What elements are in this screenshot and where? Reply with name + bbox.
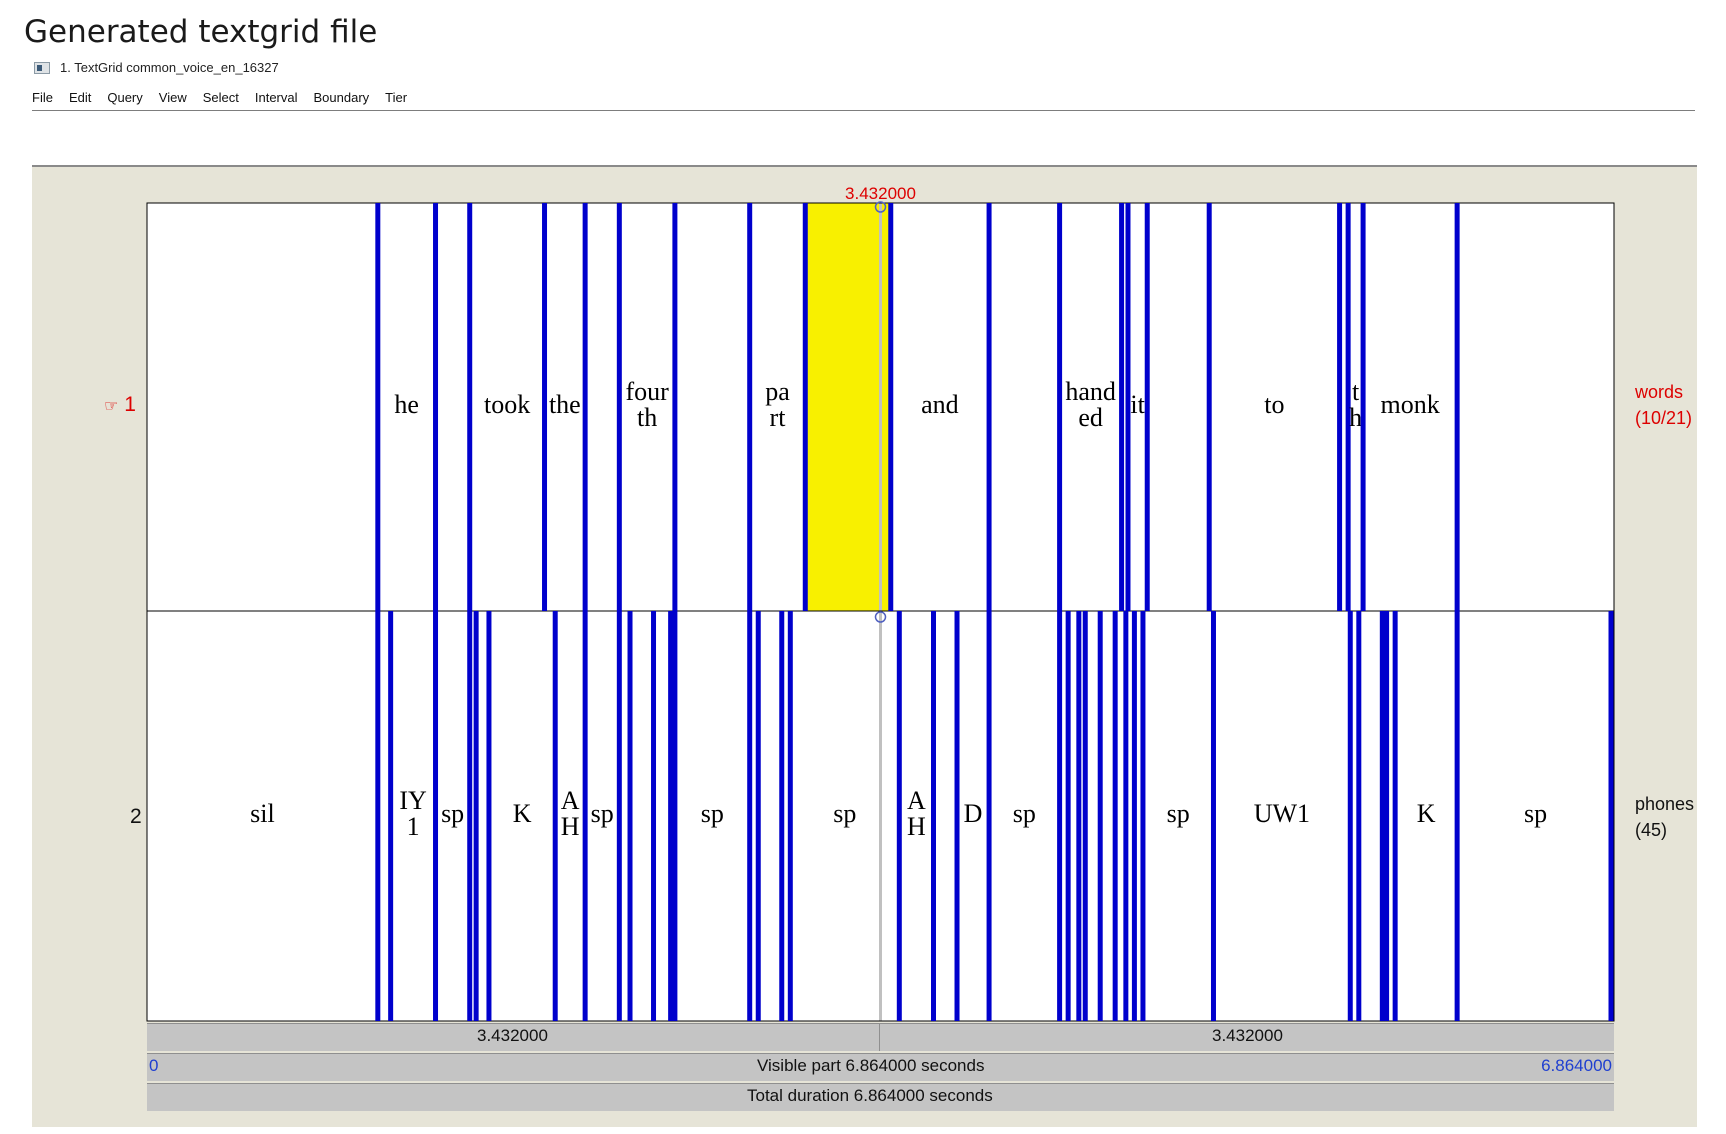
- tier-2-interval-label: K: [1417, 799, 1436, 828]
- tier-1-interval-label: pa: [765, 377, 790, 406]
- tier-2-interval-label: sp: [441, 799, 464, 828]
- menu-interval[interactable]: Interval: [254, 90, 298, 105]
- tier-1-interval-label: monk: [1380, 390, 1439, 419]
- tier-2-interval-label: sp: [1167, 799, 1190, 828]
- pointing-hand-icon: ☞: [104, 398, 119, 415]
- tier-2-interval-label: K: [513, 799, 532, 828]
- tier-1-interval-label: he: [394, 390, 419, 419]
- tier-2-interval-label: sp: [1524, 799, 1547, 828]
- menu-file[interactable]: File: [32, 90, 53, 105]
- total-duration-label: Total duration 6.864000 seconds: [747, 1086, 993, 1105]
- window-title: 1. TextGrid common_voice_en_16327: [60, 60, 279, 75]
- tier-1-interval-label: four: [625, 377, 669, 406]
- page-heading: Generated textgrid file: [24, 14, 378, 50]
- tier-1-interval-label: the: [549, 390, 581, 419]
- tier-1-interval-label: took: [484, 390, 530, 419]
- segment-divider: [879, 1024, 880, 1051]
- tier-2-interval-label: sp: [591, 799, 614, 828]
- total-duration-bar[interactable]: Total duration 6.864000 seconds: [147, 1083, 1614, 1111]
- tier-2-interval-label: H: [907, 812, 926, 841]
- tier-1-interval-label: h: [1349, 403, 1362, 432]
- visible-part-label: Visible part 6.864000 seconds: [757, 1056, 985, 1075]
- window-titlebar: 1. TextGrid common_voice_en_16327: [34, 60, 279, 75]
- tier-1-name: words (10/21): [1635, 379, 1692, 431]
- menu-bar: File Edit Query View Select Interval Bou…: [32, 88, 1695, 111]
- tier-2-number: 2: [130, 805, 142, 828]
- tier-1-number: ☞ 1: [104, 393, 136, 417]
- tier-2-interval-label: A: [907, 786, 926, 815]
- tier-2-interval-label: sp: [833, 799, 856, 828]
- visible-start-time: 0: [149, 1056, 159, 1075]
- visible-part-bar[interactable]: 0 Visible part 6.864000 seconds 6.864000: [147, 1053, 1614, 1081]
- menu-edit[interactable]: Edit: [68, 90, 92, 105]
- tier-2-name-label: phones: [1635, 794, 1695, 814]
- tier-1-interval-label: hand: [1065, 377, 1116, 406]
- tier-1-interval-label: rt: [770, 403, 787, 432]
- tier-2-interval-label: A: [561, 786, 580, 815]
- tier-2-interval-label: sil: [250, 799, 275, 828]
- menu-query[interactable]: Query: [107, 90, 143, 105]
- selected-interval-highlight: [805, 203, 891, 611]
- cursor-middle-handle: [874, 611, 887, 623]
- tier-1-interval-label: it: [1130, 390, 1145, 419]
- tier-2-interval-label: sp: [1013, 799, 1036, 828]
- selection-duration-bar[interactable]: 3.432000 3.432000: [147, 1023, 1614, 1051]
- textgrid-editor[interactable]: he took the four th pa rt and hand ed it to t h monk si…: [32, 165, 1697, 1127]
- tier-1-count: (10/21): [1635, 408, 1693, 428]
- tier-2-interval-label: 1: [407, 812, 420, 841]
- tier-1-interval-label: t: [1352, 377, 1360, 406]
- visible-end-time: 6.864000: [1541, 1056, 1612, 1075]
- tier-1-interval-label: th: [637, 403, 657, 432]
- tier-2-interval-label: H: [561, 812, 580, 841]
- menu-tier[interactable]: Tier: [385, 90, 408, 105]
- tier-2-interval-label: D: [964, 799, 983, 828]
- tier-2-interval-label: IY: [399, 786, 427, 815]
- tier-2-name: phones (45): [1635, 791, 1694, 843]
- left-segment-duration: 3.432000: [477, 1026, 548, 1045]
- tier-1-number-label: 1: [124, 393, 136, 416]
- tier-1-name-label: words: [1635, 382, 1684, 402]
- tier-1-interval-label: ed: [1078, 403, 1103, 432]
- tier-2-interval-label: sp: [701, 799, 724, 828]
- menu-view[interactable]: View: [158, 90, 187, 105]
- app-icon: [34, 61, 50, 74]
- tier-1-interval-label: to: [1264, 390, 1284, 419]
- tier-2-count: (45): [1635, 820, 1668, 840]
- menu-boundary[interactable]: Boundary: [313, 90, 370, 105]
- right-segment-duration: 3.432000: [1212, 1026, 1283, 1045]
- tier-area-frame: [146, 202, 1615, 1022]
- cursor-time-label: 3.432000: [845, 184, 916, 203]
- cursor-top-handle: [874, 201, 887, 213]
- tier-1-interval-label: and: [921, 390, 959, 419]
- tier-2-interval-label: UW1: [1254, 799, 1310, 828]
- menu-select[interactable]: Select: [202, 90, 239, 105]
